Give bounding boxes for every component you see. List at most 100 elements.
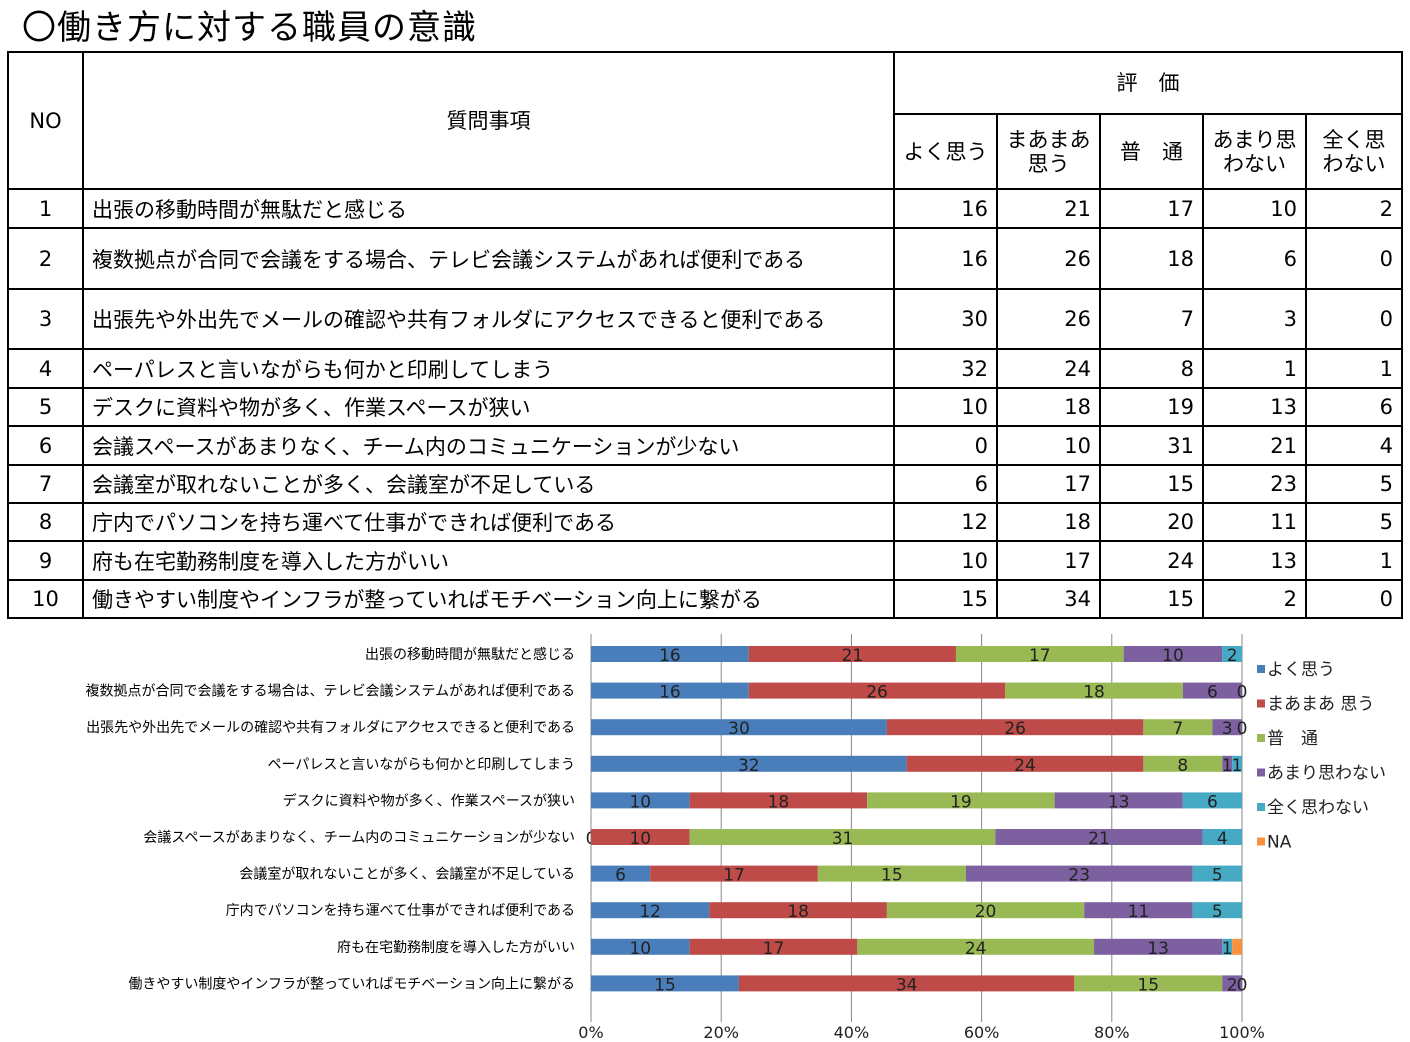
bar-segment <box>1222 755 1233 772</box>
header-col-1: まあまあ 思う <box>996 113 1101 190</box>
data-label: 23 <box>1068 866 1090 886</box>
row-value: 0 <box>1305 227 1403 290</box>
data-label: 18 <box>787 902 809 922</box>
row-question: デスクに資料や物が多く、作業スペースが狭い <box>82 387 895 427</box>
data-label: 4 <box>1217 829 1228 849</box>
data-label: 15 <box>881 866 903 886</box>
data-label: 0 <box>1237 719 1248 739</box>
bar-segment <box>748 682 1006 699</box>
legend-label: 全く思わない <box>1267 798 1369 818</box>
row-question: 出張の移動時間が無駄だと感じる <box>82 188 895 229</box>
row-value: 15 <box>1099 464 1204 504</box>
survey-table: NO 質問事項 評 価 よく思う まあまあ 思う普 通あまり思 わない 全く思 わな… <box>7 51 1403 619</box>
bar-segment <box>1192 865 1242 882</box>
bar-segment <box>857 938 1095 955</box>
row-value: 16 <box>893 227 998 290</box>
category-label: ペーパレスと言いながらも何かと印刷してしまう <box>268 757 575 773</box>
data-label: 24 <box>1014 756 1036 776</box>
data-label: 5 <box>1212 866 1223 886</box>
row-value: 34 <box>996 579 1101 619</box>
bar-segment <box>1232 938 1242 955</box>
data-label: 1 <box>1222 756 1233 776</box>
bar-segment <box>591 719 887 736</box>
category-label: 会議室が取れないことが多く、会議室が不足している <box>239 866 575 883</box>
row-value: 0 <box>893 425 998 466</box>
row-question: 庁内でパソコンを持ち運べて仕事ができれば便利である <box>82 502 895 542</box>
data-label: 12 <box>639 902 661 922</box>
bar-segment <box>591 792 690 809</box>
row-no: 8 <box>7 502 84 542</box>
row-value: 32 <box>893 348 998 389</box>
row-value: 4 <box>1305 425 1403 466</box>
row-value: 10 <box>893 540 998 581</box>
bar-segment <box>1222 646 1242 662</box>
row-value: 24 <box>1099 540 1204 581</box>
table-row: 1 出張の移動時間が無駄だと感じる 16 21 17 10 2 <box>7 188 1403 229</box>
stacked-bar-chart: 0% 20% 40% 60% 80% 100%出張の移動時間が無駄だと感じる 16 21 17 1… <box>86 634 1386 1042</box>
data-label: 1 <box>1222 939 1233 959</box>
x-tick-label: 80% <box>1094 1023 1130 1042</box>
category-label: 庁内でパソコンを持ち運べて仕事ができれば便利である <box>226 903 575 919</box>
row-no: 3 <box>7 288 84 350</box>
data-label: 32 <box>738 756 760 776</box>
row-value: 10 <box>996 425 1101 466</box>
bar-segment <box>591 829 690 845</box>
row-value: 30 <box>893 288 998 350</box>
row-value: 26 <box>996 288 1101 350</box>
legend-swatch <box>1257 803 1265 811</box>
bar-segment <box>1232 755 1242 772</box>
header-no: NO <box>7 51 84 190</box>
page-title: 〇働き方に対する職員の意識 <box>22 8 477 48</box>
data-label: 6 <box>615 866 626 886</box>
row-no: 6 <box>7 425 84 466</box>
row-value: 23 <box>1202 464 1307 504</box>
legend-label: あまり思わない <box>1267 764 1386 784</box>
bar-segment <box>1182 682 1242 699</box>
bar-segment <box>591 646 749 662</box>
bar-segment <box>738 975 1075 992</box>
bar-segment <box>817 865 966 882</box>
row-value: 7 <box>1099 288 1204 350</box>
bar-segment <box>1182 792 1242 809</box>
row-value: 12 <box>893 502 998 542</box>
bar-segment <box>1094 938 1223 955</box>
data-label: 10 <box>1162 646 1184 666</box>
row-value: 21 <box>996 188 1101 229</box>
row-value: 6 <box>1202 227 1307 290</box>
row-value: 15 <box>1099 579 1204 619</box>
data-label: 13 <box>1108 792 1130 812</box>
row-value: 5 <box>1305 502 1403 542</box>
bar-segment <box>1222 938 1233 955</box>
row-value: 2 <box>1305 188 1403 229</box>
header-col-0: よく思う <box>893 113 998 190</box>
data-label: 3 <box>1222 719 1233 739</box>
data-label: 18 <box>1083 683 1105 703</box>
category-label: 複数拠点が合同で会議をする場合は、テレビ会議システムがあれば便利である <box>86 683 575 700</box>
row-value: 8 <box>1099 348 1204 389</box>
bar-segment <box>1143 719 1213 736</box>
row-value: 15 <box>893 579 998 619</box>
row-value: 1 <box>1202 348 1307 389</box>
data-label: 24 <box>965 939 987 959</box>
legend-label: 普 通 <box>1267 729 1318 749</box>
row-value: 17 <box>996 540 1101 581</box>
data-label: 10 <box>629 792 651 812</box>
table-row: 3 出張先や外出先でメールの確認や共有フォルダにアクセスできると便利である 30 26… <box>7 288 1403 350</box>
x-tick-label: 0% <box>578 1023 603 1042</box>
bar-segment <box>1202 829 1242 845</box>
bar-segment <box>748 646 956 662</box>
row-value: 0 <box>1305 579 1403 619</box>
data-label: 15 <box>654 975 676 995</box>
row-value: 24 <box>996 348 1101 389</box>
bar-segment <box>709 902 887 919</box>
bar-segment <box>1084 902 1193 919</box>
legend-swatch <box>1257 768 1265 777</box>
bar-segment <box>591 938 690 955</box>
bar-segment <box>650 865 818 882</box>
header-evaluation: 評 価 <box>893 51 1403 115</box>
data-label: 8 <box>1177 756 1188 776</box>
table-row: 10 働きやすい制度やインフラが整っていればモチベーション向上に繋がる 15 34 15… <box>7 579 1403 619</box>
row-value: 18 <box>1099 227 1204 290</box>
data-label: 0 <box>1237 683 1248 703</box>
data-label: 30 <box>728 719 750 739</box>
